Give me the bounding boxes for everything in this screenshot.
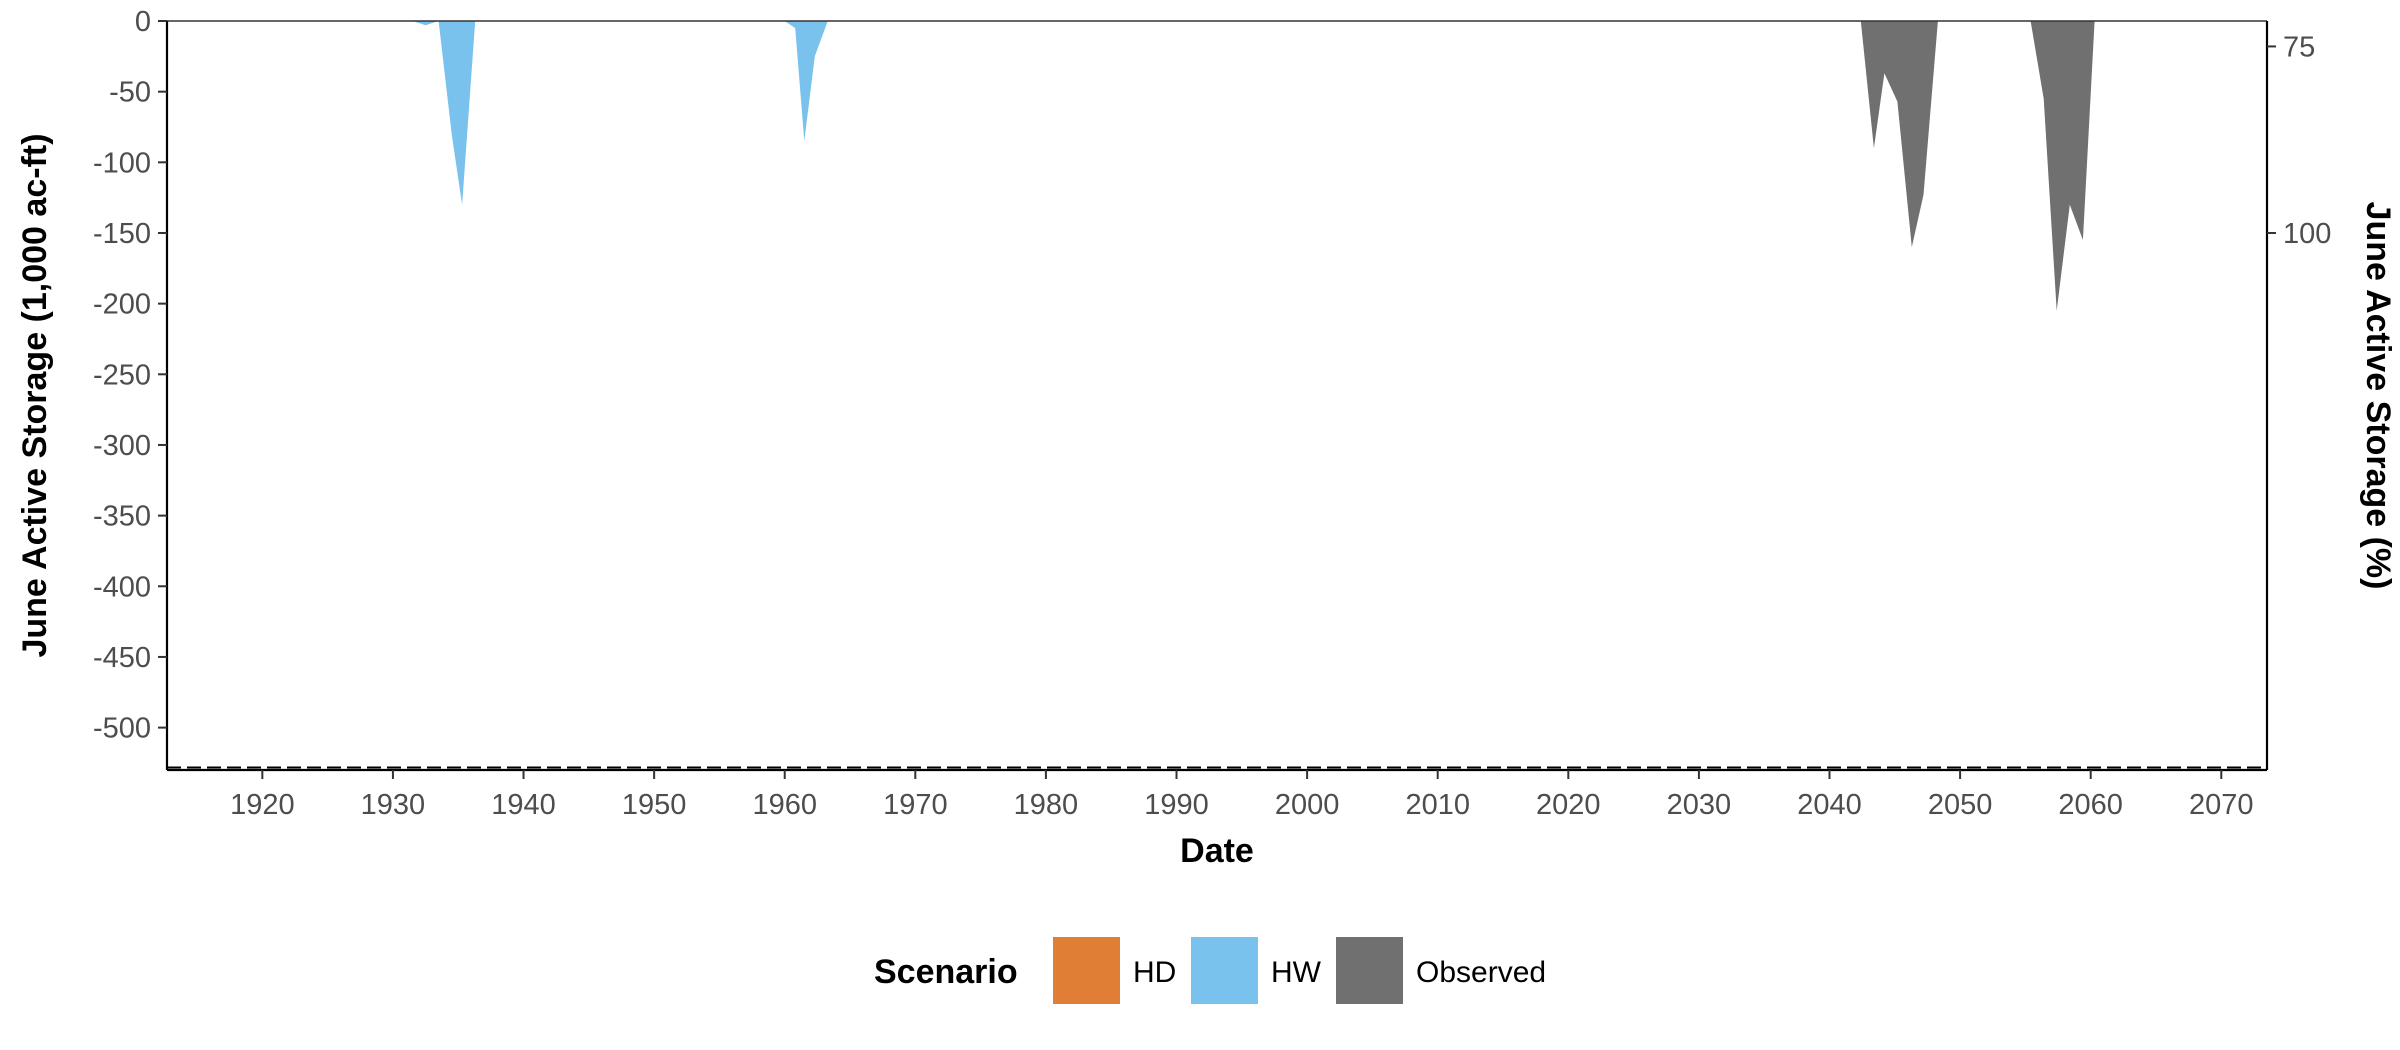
y-axis-title: June Active Storage (1,000 ac-ft) [16, 133, 54, 657]
x-tick-label: 2000 [1275, 789, 1340, 821]
area-observed-2 [1860, 21, 1938, 248]
x-tick-label: 2070 [2189, 789, 2254, 821]
legend-swatch-hd [1053, 937, 1120, 1004]
y-tick-label: -50 [109, 77, 151, 109]
legend-label-hd: HD [1133, 956, 1176, 989]
x-tick-label: 1940 [491, 789, 556, 821]
y2-tick-label: 100 [2283, 218, 2331, 250]
x-tick-label: 2010 [1405, 789, 1470, 821]
y-axis-left: 0 -50 -100 -150 -200 -250 -300 -350 -400 -450 -500 [93, 6, 167, 745]
legend-items: HD HW Observed [1053, 937, 1546, 1004]
x-tick-label: 2030 [1667, 789, 1732, 821]
x-tick-label: 2060 [2058, 789, 2123, 821]
x-axis-title: Date [1180, 832, 1254, 870]
x-tick-label: 1970 [883, 789, 948, 821]
area-hw-1 [784, 21, 828, 142]
y2-axis-title: June Active Storage (%) [2359, 202, 2397, 590]
y-tick-label: -500 [93, 713, 151, 745]
y-axis-right: 75 100 [2267, 31, 2331, 250]
x-tick-label: 1960 [752, 789, 817, 821]
y-tick-label: -450 [93, 642, 151, 674]
x-tick-label: 2020 [1536, 789, 1601, 821]
x-tick-label: 2050 [1928, 789, 1993, 821]
y-tick-label: 0 [135, 6, 151, 38]
data-areas [412, 21, 2095, 311]
area-hw-0 [412, 21, 476, 205]
x-tick-label: 1980 [1014, 789, 1079, 821]
x-axis: 1920 1930 1940 1950 1960 1970 1980 1990 2000 2010… [230, 770, 2254, 821]
x-tick-label: 1930 [361, 789, 426, 821]
plot-panel [165, 20, 2269, 772]
y-tick-label: -200 [93, 289, 151, 321]
legend-label-hw: HW [1271, 956, 1322, 989]
legend-title: Scenario [874, 953, 1018, 991]
y-tick-label: -300 [93, 430, 151, 462]
x-tick-label: 2040 [1797, 789, 1862, 821]
y2-tick-label: 75 [2283, 31, 2315, 63]
legend-swatch-hw [1191, 937, 1258, 1004]
y-tick-label: -400 [93, 571, 151, 603]
y-tick-label: -150 [93, 218, 151, 250]
legend-swatch-observed [1336, 937, 1403, 1004]
y-tick-label: -100 [93, 147, 151, 179]
area-observed-3 [2030, 21, 2095, 311]
y-tick-label: -350 [93, 501, 151, 533]
legend-label-observed: Observed [1416, 956, 1546, 989]
y-tick-label: -250 [93, 359, 151, 391]
x-tick-label: 1920 [230, 789, 295, 821]
x-tick-label: 1990 [1144, 789, 1209, 821]
x-tick-label: 1950 [622, 789, 687, 821]
legend: Scenario HD HW Observed [874, 937, 1546, 1004]
